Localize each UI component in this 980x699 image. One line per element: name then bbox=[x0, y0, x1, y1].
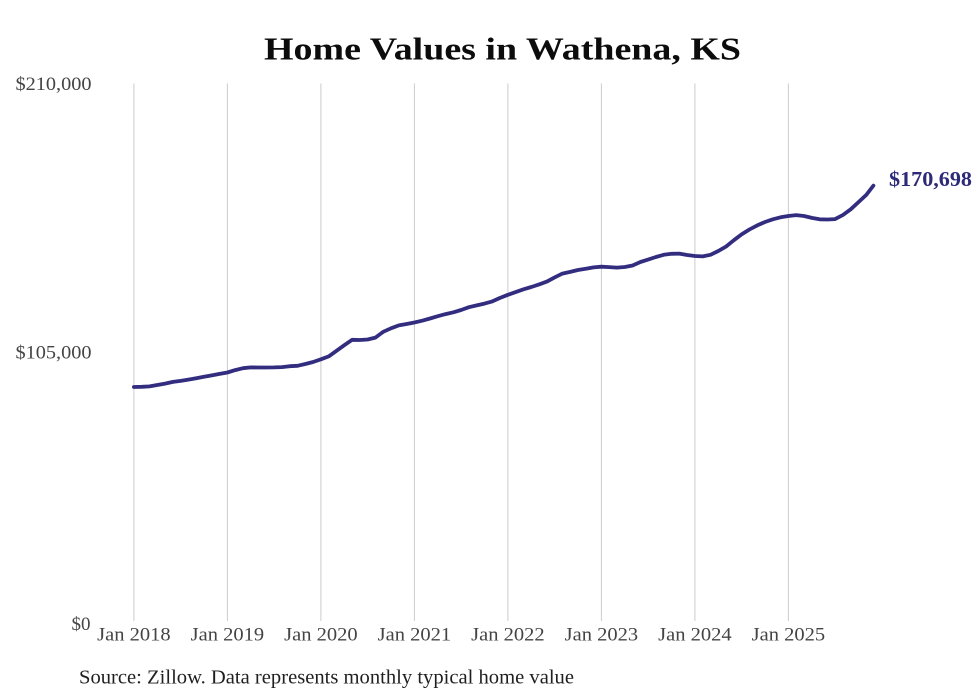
svg-text:$210,000: $210,000 bbox=[16, 74, 92, 95]
svg-text:Jan 2021: Jan 2021 bbox=[378, 625, 452, 646]
svg-text:Home Values in Wathena, KS: Home Values in Wathena, KS bbox=[264, 31, 741, 67]
svg-text:Jan 2025: Jan 2025 bbox=[752, 625, 826, 646]
svg-text:$0: $0 bbox=[72, 614, 91, 635]
svg-text:Jan 2023: Jan 2023 bbox=[565, 625, 639, 646]
svg-text:$105,000: $105,000 bbox=[16, 343, 92, 364]
svg-text:$170,698: $170,698 bbox=[889, 167, 972, 191]
svg-text:Jan 2024: Jan 2024 bbox=[658, 625, 732, 646]
svg-text:Jan 2019: Jan 2019 bbox=[191, 625, 265, 646]
svg-text:Jan 2020: Jan 2020 bbox=[284, 625, 358, 646]
svg-text:Jan 2018: Jan 2018 bbox=[97, 625, 171, 646]
svg-text:Source: Zillow. Data represent: Source: Zillow. Data represents monthly … bbox=[79, 667, 574, 689]
svg-text:Jan 2022: Jan 2022 bbox=[471, 625, 545, 646]
